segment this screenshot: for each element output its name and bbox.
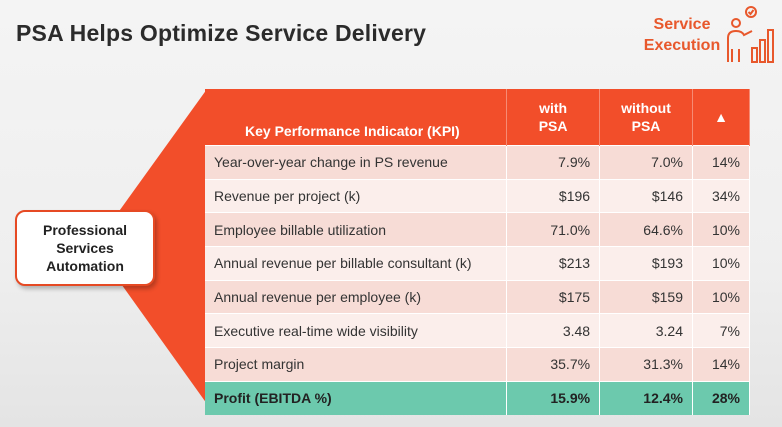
psa-label-box: Professional Services Automation — [15, 210, 155, 286]
table-row: Project margin 35.7% 31.3% 14% — [205, 347, 750, 382]
table-row: Annual revenue per employee (k) $175 $15… — [205, 279, 750, 314]
profit-delta-value: 28% — [692, 380, 750, 415]
row-label: Annual revenue per employee (k) — [205, 279, 508, 314]
row-label: Annual revenue per billable consultant (… — [205, 246, 508, 281]
row-delta-value: 34% — [692, 178, 750, 213]
row-label: Employee billable utilization — [205, 212, 508, 247]
header-without-psa: without PSA — [599, 89, 693, 146]
table-row: Employee billable utilization 71.0% 64.6… — [205, 212, 750, 247]
row-with-value: 7.9% — [506, 145, 601, 180]
psa-line-3: Automation — [46, 258, 124, 274]
header-delta: ▲ — [692, 89, 750, 146]
header-kpi: Key Performance Indicator (KPI) — [205, 89, 508, 146]
kpi-table: Key Performance Indicator (KPI) with PSA… — [205, 89, 750, 415]
header-with-line-2: PSA — [538, 118, 568, 134]
row-with-value: 71.0% — [506, 212, 601, 247]
row-delta-value: 10% — [692, 212, 750, 247]
row-delta-value: 10% — [692, 246, 750, 281]
table-row: Year-over-year change in PS revenue 7.9%… — [205, 145, 750, 180]
table-row: Executive real-time wide visibility 3.48… — [205, 313, 750, 348]
header-without-line-2: PSA — [631, 118, 661, 134]
row-label: Year-over-year change in PS revenue — [205, 145, 508, 180]
table-row: Annual revenue per billable consultant (… — [205, 246, 750, 281]
row-label: Project margin — [205, 347, 508, 382]
table-header-row: Key Performance Indicator (KPI) with PSA… — [205, 89, 750, 146]
row-without-value: 64.6% — [599, 212, 693, 247]
profit-without-value: 12.4% — [599, 380, 693, 415]
row-delta-value: 14% — [692, 347, 750, 382]
row-without-value: 7.0% — [599, 145, 693, 180]
row-with-value: 35.7% — [506, 347, 601, 382]
row-label: Revenue per project (k) — [205, 178, 508, 213]
row-without-value: 31.3% — [599, 347, 693, 382]
row-delta-value: 14% — [692, 145, 750, 180]
service-execution-badge: Service Execution — [632, 14, 732, 56]
header-with-psa: with PSA — [506, 89, 601, 146]
row-delta-value: 10% — [692, 279, 750, 314]
table-row: Revenue per project (k) $196 $146 34% — [205, 178, 750, 213]
row-without-value: 3.24 — [599, 313, 693, 348]
row-with-value: $213 — [506, 246, 601, 281]
profit-label: Profit (EBITDA %) — [205, 380, 508, 415]
row-without-value: $146 — [599, 178, 693, 213]
row-with-value: 3.48 — [506, 313, 601, 348]
row-label: Executive real-time wide visibility — [205, 313, 508, 348]
row-delta-value: 7% — [692, 313, 750, 348]
badge-line-1: Service — [653, 16, 711, 33]
psa-line-1: Professional — [42, 222, 128, 238]
profit-row: Profit (EBITDA %) 15.9% 12.4% 28% — [205, 380, 750, 415]
badge-line-2: Execution — [643, 37, 721, 54]
row-without-value: $159 — [599, 279, 693, 314]
presenter-chart-check-icon — [727, 6, 774, 63]
row-without-value: $193 — [599, 246, 693, 281]
row-with-value: $175 — [506, 279, 601, 314]
row-with-value: $196 — [506, 178, 601, 213]
profit-with-value: 15.9% — [506, 380, 601, 415]
header-without-line-1: without — [621, 100, 671, 116]
psa-line-2: Services — [56, 240, 114, 256]
page-title: PSA Helps Optimize Service Delivery — [16, 20, 427, 46]
header-with-line-1: with — [539, 100, 568, 116]
